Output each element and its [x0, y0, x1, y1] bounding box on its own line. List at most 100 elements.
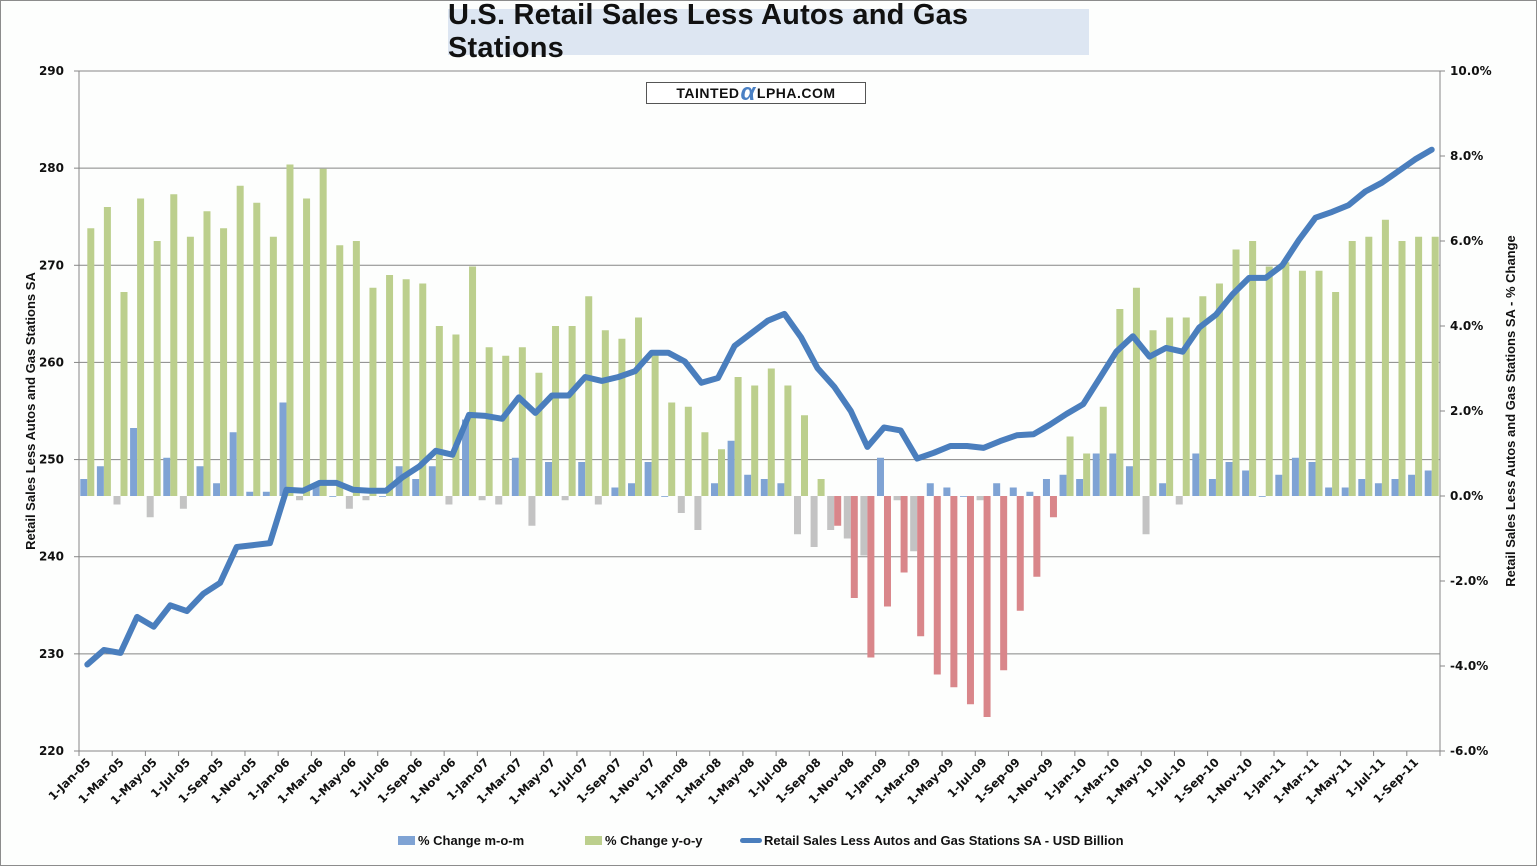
- bar-yoy: [1033, 496, 1041, 577]
- y-left-axis-title: Retail Sales Less Autos and Gas Stations…: [23, 272, 38, 550]
- legend: % Change m-o-m % Change y-o-y Retail Sal…: [0, 833, 1537, 853]
- bar-yoy: [635, 317, 643, 496]
- legend-item-mom: % Change m-o-m: [398, 833, 524, 848]
- y-right-tick-label: 4.0%: [1450, 319, 1483, 333]
- bar-yoy: [784, 385, 792, 496]
- bar-mom: [910, 496, 918, 552]
- bar-yoy: [850, 496, 858, 598]
- bar-mom: [379, 496, 387, 497]
- bar-yoy: [1199, 296, 1207, 496]
- bar-yoy: [1149, 330, 1157, 496]
- bar-yoy: [137, 198, 145, 496]
- y-right-tick-label: -4.0%: [1450, 659, 1488, 673]
- bar-yoy: [336, 245, 344, 496]
- y-left-tick-label: 290: [39, 64, 64, 78]
- legend-item-level: Retail Sales Less Autos and Gas Stations…: [740, 833, 1124, 848]
- bar-mom: [1042, 479, 1050, 496]
- bar-yoy: [601, 330, 609, 496]
- bar-yoy: [651, 351, 659, 496]
- y-right-tick-label: -2.0%: [1450, 574, 1488, 588]
- bar-yoy: [103, 207, 111, 496]
- bar-yoy: [718, 449, 726, 496]
- bar-yoy: [1365, 236, 1373, 496]
- bar-mom: [329, 496, 337, 497]
- bar-mom: [810, 496, 818, 547]
- legend-label-level: Retail Sales Less Autos and Gas Stations…: [764, 833, 1124, 848]
- bar-mom: [1424, 470, 1432, 496]
- bar-mom: [959, 496, 967, 497]
- bar-yoy: [552, 326, 560, 496]
- legend-item-yoy: % Change y-o-y: [585, 833, 703, 848]
- bar-mom: [1291, 457, 1299, 496]
- bar-mom: [279, 402, 287, 496]
- bar-mom: [1009, 487, 1017, 496]
- y-right-tick-label: 10.0%: [1450, 64, 1492, 78]
- bar-mom: [80, 479, 88, 496]
- y-left-tick-label: 220: [39, 744, 64, 758]
- bar-mom: [478, 496, 486, 501]
- bar-yoy: [402, 279, 410, 496]
- bar-yoy: [502, 355, 510, 496]
- bar-mom: [943, 487, 951, 496]
- legend-label-mom: % Change m-o-m: [418, 833, 525, 848]
- bar-yoy: [767, 368, 775, 496]
- series-line-retail-sales: [84, 146, 1435, 668]
- bar-yoy: [1398, 241, 1406, 496]
- bar-mom: [711, 483, 719, 496]
- bar-yoy: [568, 326, 576, 496]
- bar-yoy: [983, 496, 991, 717]
- alpha-logo-icon: α: [740, 79, 756, 106]
- bar-mom: [777, 483, 785, 496]
- bar-mom: [511, 457, 519, 496]
- watermark-prefix: TAINTED: [676, 85, 740, 101]
- bar-yoy: [153, 241, 161, 496]
- bar-mom: [196, 466, 204, 496]
- bar-yoy: [1332, 292, 1340, 496]
- bar-yoy: [485, 347, 493, 496]
- bar-yoy: [734, 377, 742, 496]
- bar-yoy: [1215, 283, 1223, 496]
- bar-mom: [677, 496, 685, 513]
- bar-mom: [727, 440, 735, 496]
- y-left-tick-label: 280: [39, 161, 64, 175]
- bar-yoy: [933, 496, 941, 675]
- bar-mom: [1341, 487, 1349, 496]
- bar-mom: [146, 496, 154, 518]
- bar-yoy: [834, 496, 842, 526]
- bar-mom: [860, 496, 868, 556]
- y-right-tick-label: 8.0%: [1450, 149, 1483, 163]
- bar-mom: [1325, 487, 1333, 496]
- bar-yoy: [585, 296, 593, 496]
- y-right-tick-label: -6.0%: [1450, 744, 1488, 758]
- bar-mom: [843, 496, 851, 539]
- bar-mom: [179, 496, 187, 509]
- bar-mom: [793, 496, 801, 535]
- bar-mom: [760, 479, 768, 496]
- bar-yoy: [1049, 496, 1057, 518]
- bar-yoy: [900, 496, 908, 573]
- bar-yoy: [1099, 406, 1107, 496]
- bar-mom: [1142, 496, 1150, 535]
- bar-yoy: [535, 372, 543, 496]
- bar-yoy: [966, 496, 974, 705]
- bar-yoy: [236, 185, 244, 496]
- bar-mom: [262, 491, 270, 496]
- bar-mom: [345, 496, 353, 509]
- bar-yoy: [419, 283, 427, 496]
- bar-mom: [296, 496, 304, 501]
- bar-mom: [528, 496, 536, 526]
- bar-mom: [1242, 470, 1250, 496]
- bar-mom: [362, 496, 370, 501]
- bar-yoy: [917, 496, 925, 637]
- bar-yoy: [369, 287, 377, 496]
- bar-mom: [1408, 474, 1416, 496]
- y-right-tick-label: 6.0%: [1450, 234, 1483, 248]
- bar-mom: [976, 496, 984, 501]
- bar-mom: [1374, 483, 1382, 496]
- bar-mom: [545, 462, 553, 496]
- bar-yoy: [817, 479, 825, 496]
- bar-yoy: [1066, 436, 1074, 496]
- y-left-tick-label: 260: [39, 355, 64, 369]
- bar-yoy: [684, 406, 692, 496]
